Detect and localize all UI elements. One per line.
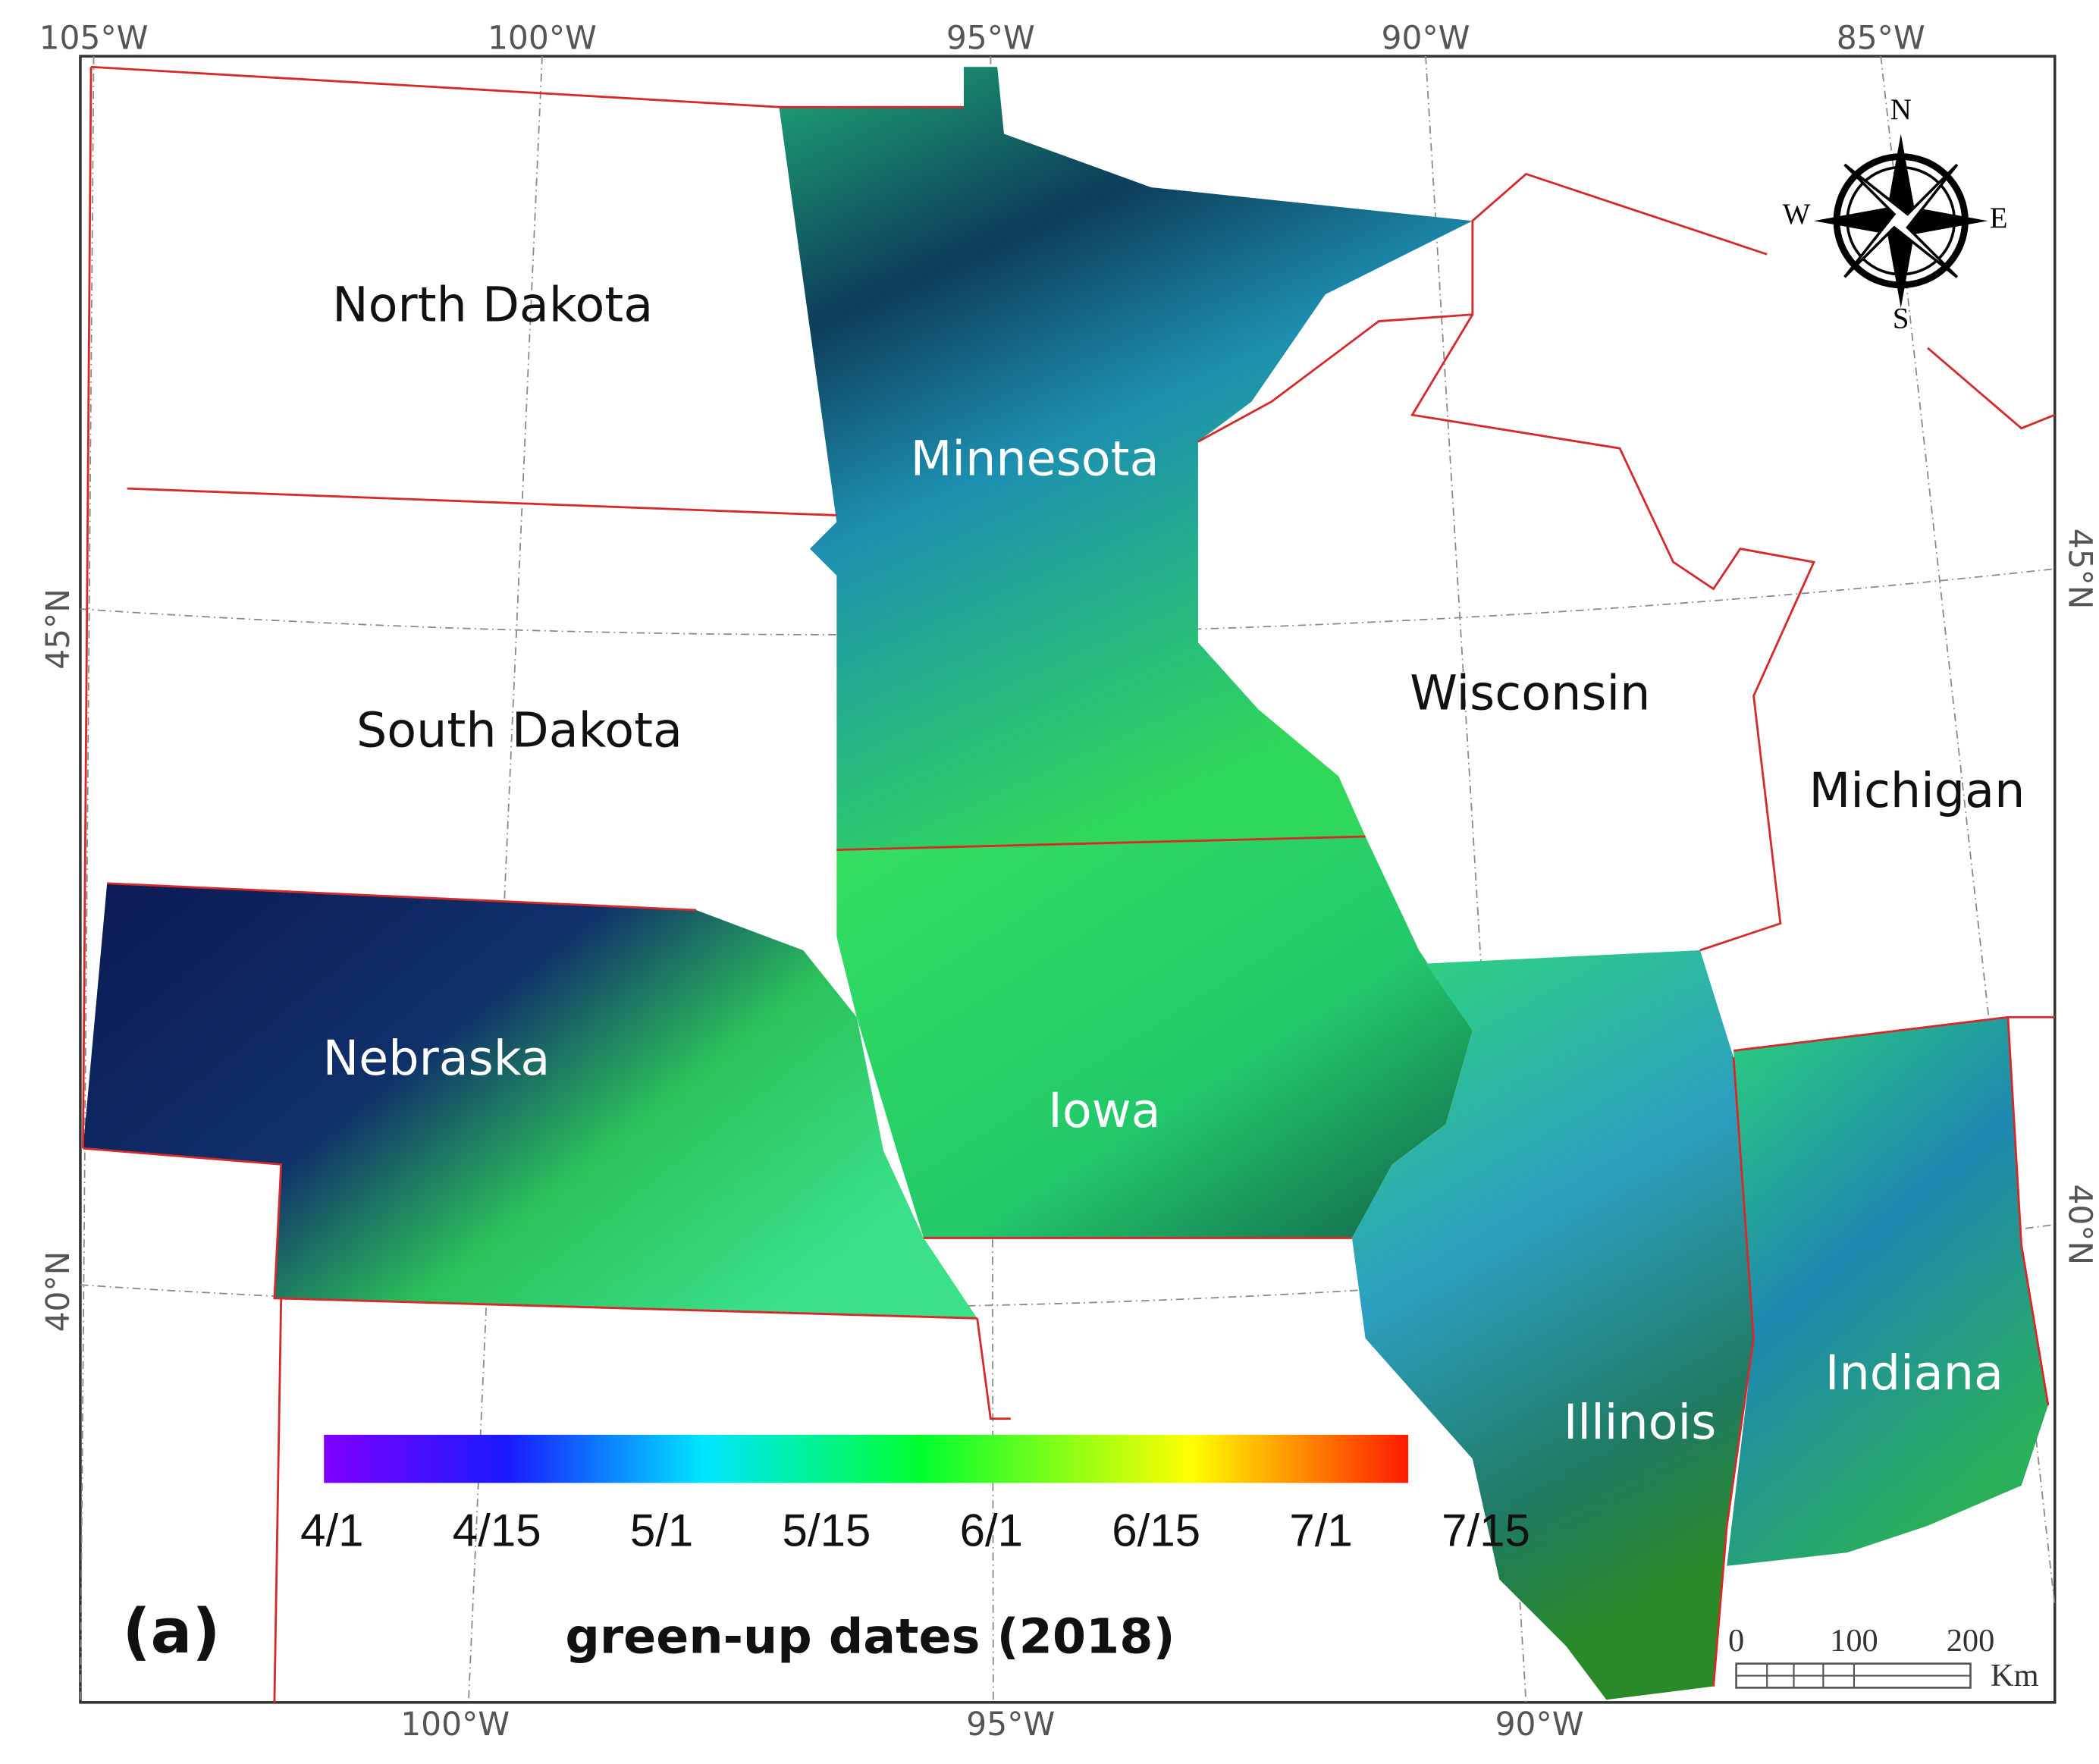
longitude-label: 90°W bbox=[1382, 19, 1470, 56]
longitude-label: 85°W bbox=[1837, 19, 1925, 56]
iowa-region bbox=[836, 836, 1473, 1238]
latitude-label: 40°N bbox=[2061, 1184, 2098, 1265]
compass-letter: W bbox=[1783, 198, 1811, 231]
state-label: Illinois bbox=[1564, 1394, 1717, 1450]
state-label: Iowa bbox=[1048, 1082, 1161, 1138]
colorbar-tick-label: 4/15 bbox=[453, 1505, 541, 1555]
longitude-label: 100°W bbox=[488, 19, 597, 56]
scale-bar bbox=[1735, 1662, 1972, 1689]
state-borders bbox=[82, 65, 2056, 1703]
scale-bar-unit: Km bbox=[1991, 1658, 2039, 1693]
indiana-region bbox=[1727, 1017, 2048, 1566]
state-label: Wisconsin bbox=[1410, 664, 1650, 720]
longitude-label: 100°W bbox=[400, 1706, 510, 1743]
longitude-label: 105°W bbox=[39, 19, 149, 56]
colored-states bbox=[83, 67, 2048, 1700]
state-label: Indiana bbox=[1825, 1345, 2003, 1401]
latitude-label: 40°N bbox=[39, 1251, 77, 1332]
compass-rose bbox=[1813, 133, 1988, 308]
longitude-label: 95°W bbox=[966, 1706, 1055, 1743]
longitude-label: 95°W bbox=[946, 19, 1035, 56]
scale-bar-label: 200 bbox=[1947, 1623, 1995, 1659]
longitude-label: 90°W bbox=[1495, 1706, 1584, 1743]
illinois-region bbox=[1351, 950, 1754, 1700]
colorbar-tick-label: 7/15 bbox=[1442, 1505, 1530, 1555]
colorbar-tick-label: 5/15 bbox=[783, 1505, 871, 1555]
minnesota-region bbox=[779, 67, 1473, 850]
latitude-label: 45°N bbox=[2061, 529, 2098, 610]
colorbar-tick-label: 6/15 bbox=[1112, 1505, 1200, 1555]
colorbar-tick-label: 4/1 bbox=[300, 1505, 363, 1555]
colorbar bbox=[324, 1434, 1409, 1483]
state-label: Minnesota bbox=[911, 430, 1159, 486]
colorbar-title: green-up dates (2018) bbox=[565, 1608, 1175, 1664]
compass-letter: N bbox=[1890, 93, 1912, 126]
state-label: Nebraska bbox=[323, 1030, 551, 1086]
compass-letter: E bbox=[1990, 202, 2008, 234]
state-label: South Dakota bbox=[356, 702, 682, 758]
latitude-label: 45°N bbox=[39, 589, 77, 670]
scale-bar-label: 0 bbox=[1728, 1623, 1744, 1659]
state-label: North Dakota bbox=[332, 276, 653, 332]
colorbar-tick-label: 6/1 bbox=[960, 1505, 1023, 1555]
compass-letter: S bbox=[1893, 302, 1909, 334]
colorbar-tick-label: 5/1 bbox=[630, 1505, 693, 1555]
scale-bar-label: 100 bbox=[1830, 1623, 1878, 1659]
state-label: Michigan bbox=[1809, 762, 2025, 818]
nebraska-region bbox=[83, 883, 977, 1319]
panel-label: (a) bbox=[122, 1596, 220, 1668]
colorbar-tick-label: 7/1 bbox=[1289, 1505, 1352, 1555]
